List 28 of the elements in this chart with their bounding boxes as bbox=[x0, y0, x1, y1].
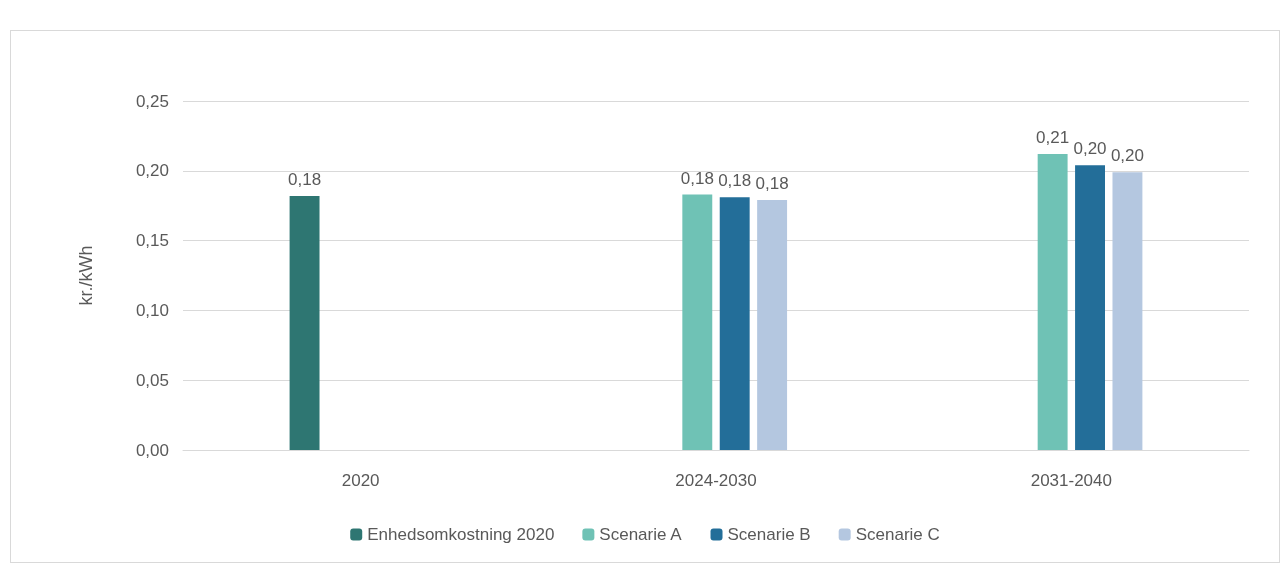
bar bbox=[289, 195, 320, 450]
data-label: 0,21 bbox=[1036, 128, 1070, 148]
legend-label: Scenarie B bbox=[727, 525, 811, 544]
data-label: 0,20 bbox=[1110, 146, 1144, 166]
data-label: 0,18 bbox=[680, 168, 714, 188]
y-axis-title: kr./kWh bbox=[76, 245, 96, 306]
data-label: 0,18 bbox=[718, 171, 752, 191]
data-label: 0,18 bbox=[755, 174, 789, 194]
legend-label: Scenarie C bbox=[855, 525, 940, 544]
bar bbox=[1075, 165, 1105, 450]
data-label: 0,18 bbox=[288, 169, 322, 189]
x-tick-label: 2031-2040 bbox=[1030, 471, 1112, 490]
x-tick-label: 2020 bbox=[341, 471, 380, 490]
y-tick-label: 0,25 bbox=[135, 91, 169, 111]
y-tick-label: 0,10 bbox=[135, 300, 169, 320]
y-tick-label: 0,00 bbox=[135, 440, 169, 460]
bar bbox=[1112, 172, 1143, 450]
legend-label: Enhedsomkostning 2020 bbox=[367, 525, 555, 544]
y-tick-label: 0,15 bbox=[135, 231, 169, 251]
bar bbox=[757, 200, 788, 450]
bar bbox=[1037, 154, 1068, 450]
x-tick-label: 2024-2030 bbox=[675, 471, 757, 490]
y-tick-label: 0,20 bbox=[135, 161, 169, 181]
bar bbox=[682, 194, 713, 450]
bar bbox=[719, 197, 750, 450]
data-label: 0,20 bbox=[1073, 139, 1107, 159]
y-tick-label: 0,05 bbox=[135, 370, 169, 390]
legend-label: Scenarie A bbox=[599, 525, 683, 544]
